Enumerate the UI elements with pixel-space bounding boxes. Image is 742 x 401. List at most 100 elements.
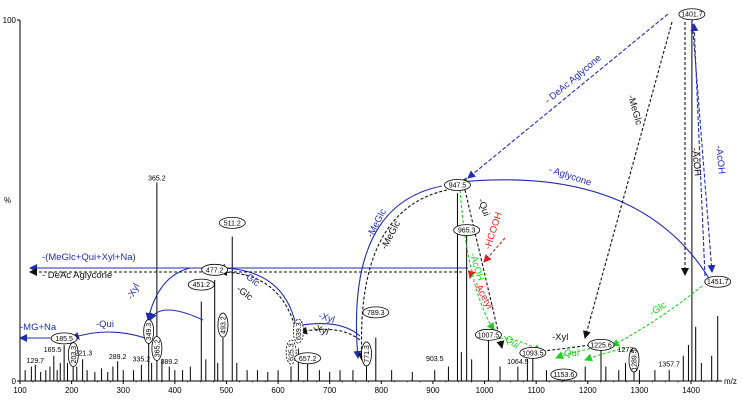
x-tick-label: 700 [323, 386, 337, 395]
arrow-xyl-black [299, 326, 361, 341]
x-tick-label: 200 [65, 386, 79, 395]
peak-ellipse-1401.7: 1401.7 [678, 8, 706, 21]
y-tick-label: 100 [3, 16, 17, 25]
ellipse-label-text: 493.2 [220, 316, 227, 334]
ellipse-outline [143, 319, 155, 344]
annot-hcooh: -HCOOH [482, 211, 504, 251]
ellipse-label-text: 1225.6 [590, 342, 612, 349]
peak-label-335.2: 335.2 [133, 357, 151, 364]
peak-ellipse-511.2: 511.2 [218, 216, 246, 229]
arrow-acoh-green [459, 189, 495, 331]
ellipse-outline [292, 318, 304, 344]
annot-mg-na: -MG+Na [20, 322, 57, 333]
ellipse-label-text: 349.3 [146, 323, 153, 341]
peak-ellipse-965.3: 965.3 [453, 224, 481, 237]
x-tick-label: 1200 [579, 386, 597, 395]
peak-ellipse-labels: 185.5203.3349.3365.2451.2477.2493.2511.2… [50, 8, 732, 381]
ellipse-outline [361, 341, 372, 367]
annot-acoh-black: -AcOH [689, 147, 703, 177]
spectrum-peaks [24, 20, 719, 381]
peak-label-903.5: 903.5 [426, 356, 444, 363]
arrow-glc-black [219, 268, 299, 341]
arrow-xyl-black-low [524, 344, 591, 357]
x-tick-label: 1100 [528, 386, 546, 395]
peak-label-365.2: 365.2 [148, 175, 166, 182]
arrow-acoh-blue [691, 17, 716, 273]
ellipse-label-text: 657.2 [299, 356, 317, 363]
x-tick-label: 900 [426, 386, 440, 395]
ellipse-outline [362, 306, 390, 319]
ellipse-label-text: 365.2 [154, 340, 161, 358]
arrow-aglycone-blue [459, 177, 711, 281]
ellipse-label-text: 789.3 [367, 310, 385, 317]
peak-ellipse-771.3: 771.3 [361, 341, 372, 367]
arrow-qui-green-1 [499, 337, 541, 353]
annot-xyl-black-low: -Xyl [552, 332, 568, 343]
ellipse-outline [187, 278, 215, 291]
ellipse-label-text: 625.3 [289, 343, 296, 361]
annot-deac-aglycone-blue: - DeAc Aglycone [543, 53, 604, 107]
annot-qui-green-2: -Qui [561, 348, 579, 359]
ellipse-outline [50, 332, 78, 345]
peak-ellipse-1289.5: 1289.5 [628, 347, 640, 373]
ellipse-label-text: 1401.7 [681, 12, 703, 19]
ellipse-label-text: 771.3 [364, 345, 371, 363]
ellipse-label-text: 1289.5 [631, 349, 638, 371]
x-tick-label: 100 [13, 386, 27, 395]
ellipse-label-text: 1451.7 [707, 279, 729, 286]
peak-ellipse-625.3: 625.3 [285, 339, 297, 365]
annot-qui-black: -Qui [475, 197, 491, 218]
peak-ellipse-1093.5: 1093.5 [519, 346, 547, 359]
y-tick-label: 0 [12, 377, 17, 386]
annot-qui-blue: -Qui [96, 319, 114, 330]
x-tick-label: 800 [375, 386, 389, 395]
peak-label-221.3: 221.3 [75, 351, 93, 358]
y-axis-ticks: 0 100 [3, 16, 20, 386]
ellipse-outline [294, 352, 322, 365]
ellipse-label-text: 185.5 [55, 336, 73, 343]
ellipse-label-text: 477.2 [206, 267, 224, 274]
ellipse-outline [704, 275, 732, 288]
arrow-acoh-blue-back [690, 23, 706, 277]
ellipse-outline [151, 336, 163, 361]
fragment-arrows [19, 13, 716, 362]
annot-deac-aglycone-black: - DeAc Aglycone [42, 270, 112, 281]
annot-acoh-blue: -AcOH [713, 145, 727, 175]
arrow-meglc-black-top [583, 21, 673, 339]
ellipse-outline [453, 224, 481, 237]
peak-ellipse-477.2: 477.2 [201, 263, 229, 276]
annot-glc-green: -Glc [648, 300, 669, 319]
arrow-meglc-black [357, 189, 448, 361]
x-axis-ticks: 100 200 300 400 500 600 700 800 900 1000 1100 1200 1… [13, 381, 718, 395]
peak-ellipse-639.3: 639.3 [292, 318, 304, 344]
arrow-glc-blue [217, 264, 297, 327]
x-tick-label: 600 [271, 386, 285, 395]
peak-ellipse-1451.7: 1451.7 [704, 275, 732, 288]
peak-ellipse-451.2: 451.2 [187, 278, 215, 291]
arrow-hcooh [483, 237, 506, 263]
y-axis-label: % [4, 196, 11, 205]
annot-xyl-black: -Xyl [311, 322, 330, 338]
arrow-xyl-blue [145, 267, 191, 321]
ellipse-outline [475, 328, 502, 341]
peak-ellipse-657.2: 657.2 [294, 352, 322, 365]
x-tick-label: 1000 [476, 386, 494, 395]
ellipse-outline [285, 339, 297, 365]
peak-label-1064.5: 1064.5 [507, 359, 529, 366]
ellipse-outline [550, 368, 578, 381]
ellipse-label-text: 965.3 [458, 228, 476, 235]
arrow-deac-aglycone-blue [467, 13, 669, 179]
peak-label-1273: 1273 [618, 347, 634, 354]
ellipse-label-text: 1007.5 [478, 332, 500, 339]
peak-label-289.2: 289.2 [109, 354, 127, 361]
ellipse-label-text: 451.2 [193, 282, 211, 289]
ellipse-outline [678, 8, 706, 21]
arrow-meglc-blue [353, 185, 443, 359]
annot-aglycone-blue: - Aglycone [547, 164, 593, 188]
arrow-qui-black [464, 189, 505, 349]
x-tick-label: 400 [168, 386, 182, 395]
ellipse-outline [217, 312, 229, 338]
annot-meglc-qui-xyl-na: -(MeGlc+Qui+Xyl+Na) [42, 252, 136, 263]
annot-xyl-blue-2: -Xyl [317, 310, 336, 326]
